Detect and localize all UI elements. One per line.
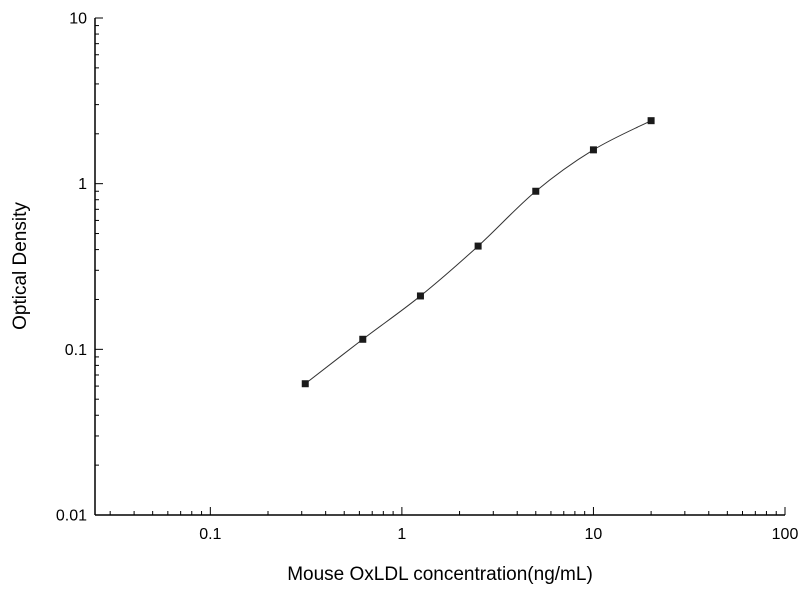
data-series xyxy=(301,117,655,388)
y-tick-label: 1 xyxy=(78,176,87,193)
x-axis-tick-labels: 0.1 1 10 100 xyxy=(199,526,798,543)
y-axis-label: Optical Density xyxy=(10,202,31,330)
data-point-marker xyxy=(359,335,367,343)
data-point-marker xyxy=(301,380,309,388)
y-tick-label: 10 xyxy=(69,11,87,28)
fit-curve xyxy=(304,120,652,385)
x-tick-label: 100 xyxy=(772,526,799,543)
axes xyxy=(94,18,785,516)
y-tick-label: 0.01 xyxy=(56,508,87,525)
data-point-marker xyxy=(589,146,597,154)
data-point-marker xyxy=(474,242,482,250)
x-tick-label: 10 xyxy=(585,526,603,543)
y-axis-ticks xyxy=(95,17,103,516)
x-axis-ticks xyxy=(109,507,786,515)
data-point-marker xyxy=(647,117,655,125)
y-axis-tick-labels: 0.01 0.1 1 10 xyxy=(56,11,87,525)
x-tick-label: 0.1 xyxy=(199,526,221,543)
x-axis-label: Mouse OxLDL concentration(ng/mL) xyxy=(287,564,593,585)
y-tick-label: 0.1 xyxy=(65,342,87,359)
data-point-marker xyxy=(532,187,540,195)
x-tick-label: 1 xyxy=(397,526,406,543)
data-point-marker xyxy=(416,292,424,300)
